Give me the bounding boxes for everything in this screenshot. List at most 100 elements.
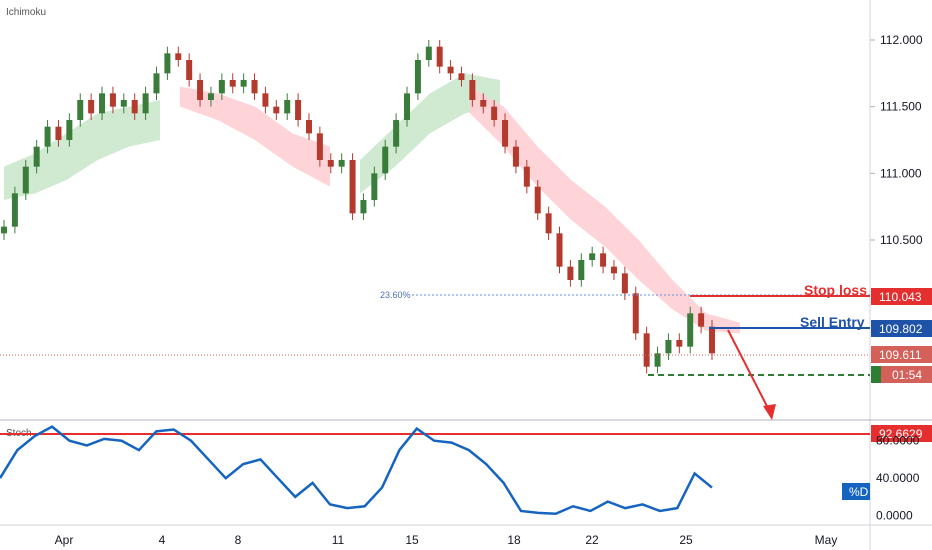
stoch-d-line <box>0 425 713 516</box>
candle-body <box>251 80 258 94</box>
candle-body <box>567 266 574 280</box>
candle-body <box>11 193 18 227</box>
candle-body <box>305 120 312 134</box>
time-tick-label: 4 <box>159 533 166 547</box>
candle-body <box>523 166 530 187</box>
stoch-axis[interactable]: 80.0000 40.0000 0.0000 <box>876 434 920 523</box>
candle-body <box>545 213 552 234</box>
time-axis[interactable]: Apr 4 8 11 15 18 22 25 May <box>55 533 838 547</box>
stoch-legend-text: %D <box>849 485 869 499</box>
ichimoku-cloud-green <box>4 100 160 200</box>
stoch-level-text: 92.6629 <box>879 427 923 441</box>
support-price-tag <box>871 366 881 383</box>
candle-body <box>480 100 487 107</box>
candle-body <box>142 93 149 114</box>
candle-body <box>33 146 40 167</box>
stoch-level-tag <box>871 425 932 442</box>
candle-body <box>676 340 683 347</box>
candle-body <box>197 80 204 100</box>
ichimoku-cloud-green <box>360 73 500 194</box>
candle-body <box>273 106 280 114</box>
time-tick-label: 15 <box>405 533 419 547</box>
price-tick-label: 112.000 <box>880 33 923 47</box>
candle-body <box>131 100 138 114</box>
current-price-text: 109.611 <box>879 348 922 362</box>
candle-body <box>44 126 51 147</box>
candle-body <box>22 166 29 194</box>
candle-body <box>491 106 498 120</box>
candle-body <box>371 173 378 200</box>
candle-body <box>66 120 73 140</box>
candle-body <box>425 46 432 60</box>
price-tick-label: 110.500 <box>880 233 923 247</box>
current-price-tag <box>871 346 932 363</box>
candle-body <box>556 233 563 267</box>
price-pane[interactable] <box>0 0 870 420</box>
candle-body <box>262 93 269 107</box>
candle-body <box>502 120 509 147</box>
countdown-text: 01:54 <box>892 368 922 382</box>
candle-body <box>175 53 182 60</box>
candle-body <box>404 93 411 120</box>
stop-loss-label: Stop loss <box>804 282 867 298</box>
candle-body <box>534 186 541 214</box>
candlestick-series <box>1 40 715 374</box>
candle-body <box>632 293 639 334</box>
sell-entry-price-text: 109.802 <box>879 322 923 336</box>
time-tick-label: Apr <box>55 533 74 547</box>
candle-body <box>349 160 356 214</box>
time-tick-label: 22 <box>585 533 599 547</box>
fib-23-6-label: 23.60% <box>380 290 411 300</box>
candle-body <box>600 253 607 267</box>
stoch-legend-tag <box>842 483 870 500</box>
ichimoku-cloud-red <box>180 86 330 187</box>
candle-body <box>654 353 661 367</box>
time-tick-label: 11 <box>332 533 345 547</box>
price-tick-label: 111.000 <box>880 166 922 180</box>
price-tick-label: 111.500 <box>880 100 922 114</box>
candle-body <box>589 253 596 260</box>
candle-body <box>469 80 476 100</box>
target-arrow-head <box>763 404 776 420</box>
candle-body <box>316 133 323 160</box>
candle-body <box>338 160 345 167</box>
candle-body <box>458 73 465 80</box>
ichimoku-cloud-red <box>470 86 740 334</box>
time-tick-label: 18 <box>507 533 521 547</box>
time-tick-label: 8 <box>235 533 242 547</box>
candle-body <box>88 100 95 114</box>
candle-body <box>687 313 694 347</box>
candle-body <box>207 93 214 100</box>
candle-body <box>153 73 160 94</box>
candle-body <box>643 333 650 367</box>
candle-body <box>77 100 84 120</box>
candle-body <box>393 120 400 147</box>
sell-entry-label: Sell Entry <box>800 314 865 330</box>
candle-body <box>447 66 454 74</box>
stoch-tick-label: 0.0000 <box>876 509 913 523</box>
candle-body <box>99 93 106 114</box>
price-axis[interactable]: 112.000 111.500 111.000 110.500 <box>870 33 923 247</box>
candle-body <box>610 266 617 274</box>
candle-body <box>240 80 247 87</box>
candle-body <box>109 93 116 107</box>
candle-body <box>164 53 171 74</box>
candle-body <box>382 146 389 174</box>
candle-body <box>665 340 672 354</box>
candle-body <box>229 80 236 87</box>
candle-body <box>284 100 291 114</box>
time-tick-label: May <box>815 533 838 547</box>
candle-body <box>436 46 443 67</box>
time-tick-label: 25 <box>679 533 693 547</box>
candle-body <box>218 80 225 94</box>
candle-body <box>578 260 585 280</box>
ichimoku-cloud-group <box>4 73 740 334</box>
stop-loss-price-tag <box>871 288 932 305</box>
candle-body <box>698 313 705 327</box>
target-arrow-shaft <box>727 329 773 417</box>
stoch-tick-label: 40.0000 <box>876 471 920 485</box>
ichimoku-indicator-label[interactable]: Ichimoku <box>6 7 46 18</box>
stoch-tick-label: 80.0000 <box>876 434 920 448</box>
candle-body <box>120 100 127 107</box>
